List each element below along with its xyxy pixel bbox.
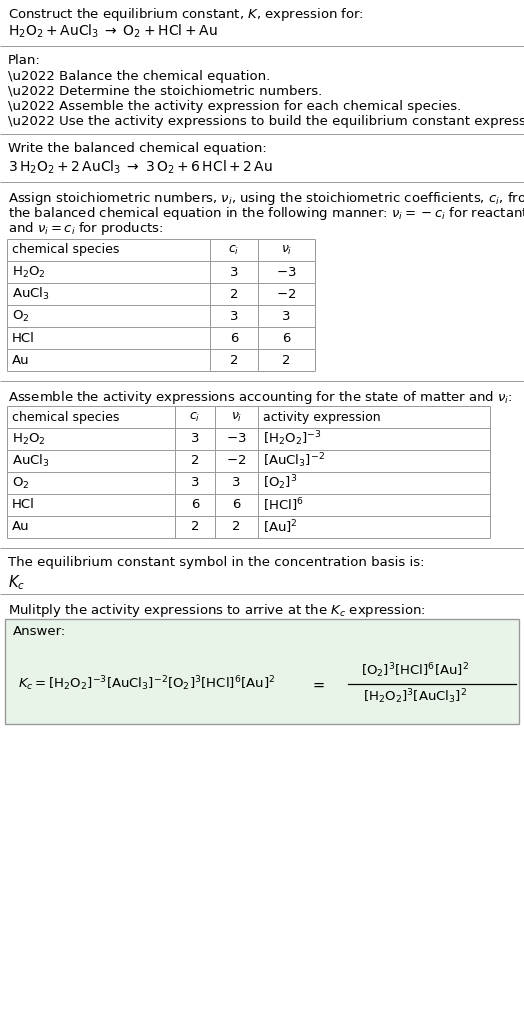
Text: $\mathrm{AuCl_3}$: $\mathrm{AuCl_3}$ — [12, 453, 50, 469]
Text: Construct the equilibrium constant, $K$, expression for:: Construct the equilibrium constant, $K$,… — [8, 6, 364, 23]
Text: Plan:: Plan: — [8, 54, 41, 67]
Text: $\mathrm{H_2O_2}$: $\mathrm{H_2O_2}$ — [12, 264, 46, 280]
Text: 2: 2 — [191, 454, 199, 468]
Text: $\mathrm{AuCl_3}$: $\mathrm{AuCl_3}$ — [12, 286, 50, 302]
Text: 3: 3 — [191, 477, 199, 489]
Text: 6: 6 — [282, 332, 291, 344]
Text: chemical species: chemical species — [12, 410, 119, 424]
Text: Answer:: Answer: — [13, 625, 66, 638]
Text: 3: 3 — [232, 477, 241, 489]
Text: $K_c = [\mathrm{H_2O_2}]^{-3}[\mathrm{AuCl_3}]^{-2}[\mathrm{O_2}]^{3}[\mathrm{HC: $K_c = [\mathrm{H_2O_2}]^{-3}[\mathrm{Au… — [18, 675, 275, 693]
Text: $[\mathrm{H_2O_2}]^{-3}$: $[\mathrm{H_2O_2}]^{-3}$ — [263, 430, 322, 448]
Text: Mulitply the activity expressions to arrive at the $K_c$ expression:: Mulitply the activity expressions to arr… — [8, 602, 426, 619]
Text: $\mathrm{O_2}$: $\mathrm{O_2}$ — [12, 308, 29, 324]
Text: Au: Au — [12, 353, 30, 367]
Text: 6: 6 — [232, 498, 241, 512]
Text: 2: 2 — [232, 521, 241, 534]
Text: 2: 2 — [230, 353, 238, 367]
Text: Au: Au — [12, 521, 30, 534]
Text: 2: 2 — [230, 288, 238, 300]
Text: 3: 3 — [191, 433, 199, 445]
Text: \u2022 Use the activity expressions to build the equilibrium constant expression: \u2022 Use the activity expressions to b… — [8, 115, 524, 128]
Text: HCl: HCl — [12, 498, 35, 512]
Text: $\mathrm{3\,H_2O_2 + 2\,AuCl_3 \;\rightarrow\; 3\,O_2 + 6\,HCl + 2\,Au}$: $\mathrm{3\,H_2O_2 + 2\,AuCl_3 \;\righta… — [8, 159, 273, 177]
Text: 3: 3 — [282, 309, 291, 323]
Text: $-2$: $-2$ — [276, 288, 297, 300]
Text: HCl: HCl — [12, 332, 35, 344]
Text: The equilibrium constant symbol in the concentration basis is:: The equilibrium constant symbol in the c… — [8, 556, 424, 569]
Text: $[\mathrm{Au}]^{2}$: $[\mathrm{Au}]^{2}$ — [263, 519, 298, 536]
Bar — [5, 619, 519, 724]
Text: \u2022 Balance the chemical equation.: \u2022 Balance the chemical equation. — [8, 70, 270, 83]
Text: \u2022 Determine the stoichiometric numbers.: \u2022 Determine the stoichiometric numb… — [8, 85, 322, 98]
Text: 6: 6 — [230, 332, 238, 344]
Text: Assign stoichiometric numbers, $\nu_i$, using the stoichiometric coefficients, $: Assign stoichiometric numbers, $\nu_i$, … — [8, 190, 524, 207]
Text: $[\mathrm{HCl}]^{6}$: $[\mathrm{HCl}]^{6}$ — [263, 496, 303, 514]
Text: $\nu_i$: $\nu_i$ — [281, 243, 292, 256]
Text: $\nu_i$: $\nu_i$ — [231, 410, 242, 424]
Text: 2: 2 — [282, 353, 291, 367]
Text: $K_c$: $K_c$ — [8, 573, 25, 592]
Text: $c_i$: $c_i$ — [189, 410, 201, 424]
Text: $-2$: $-2$ — [226, 454, 247, 468]
Text: and $\nu_i = c_i$ for products:: and $\nu_i = c_i$ for products: — [8, 220, 163, 237]
Text: 6: 6 — [191, 498, 199, 512]
Text: $-3$: $-3$ — [276, 265, 297, 279]
Text: $-3$: $-3$ — [226, 433, 247, 445]
Text: $=$: $=$ — [310, 677, 326, 691]
Text: $[\mathrm{H_2O_2}]^{3}[\mathrm{AuCl_3}]^{2}$: $[\mathrm{H_2O_2}]^{3}[\mathrm{AuCl_3}]^… — [363, 688, 467, 707]
Text: \u2022 Assemble the activity expression for each chemical species.: \u2022 Assemble the activity expression … — [8, 100, 461, 113]
Text: $[\mathrm{O_2}]^{3}[\mathrm{HCl}]^{6}[\mathrm{Au}]^{2}$: $[\mathrm{O_2}]^{3}[\mathrm{HCl}]^{6}[\m… — [361, 662, 469, 680]
Text: $c_i$: $c_i$ — [228, 243, 239, 256]
Text: chemical species: chemical species — [12, 243, 119, 256]
Text: 2: 2 — [191, 521, 199, 534]
Text: $\mathrm{H_2O_2}$: $\mathrm{H_2O_2}$ — [12, 432, 46, 446]
Text: Assemble the activity expressions accounting for the state of matter and $\nu_i$: Assemble the activity expressions accoun… — [8, 389, 512, 406]
Text: the balanced chemical equation in the following manner: $\nu_i = -c_i$ for react: the balanced chemical equation in the fo… — [8, 205, 524, 222]
Text: 3: 3 — [230, 309, 238, 323]
Text: Write the balanced chemical equation:: Write the balanced chemical equation: — [8, 142, 267, 155]
Text: $\mathrm{O_2}$: $\mathrm{O_2}$ — [12, 476, 29, 490]
Text: $[\mathrm{AuCl_3}]^{-2}$: $[\mathrm{AuCl_3}]^{-2}$ — [263, 451, 325, 471]
Text: $\mathrm{H_2O_2 + AuCl_3 \;\rightarrow\; O_2 + HCl + Au}$: $\mathrm{H_2O_2 + AuCl_3 \;\rightarrow\;… — [8, 23, 217, 41]
Text: $[\mathrm{O_2}]^{3}$: $[\mathrm{O_2}]^{3}$ — [263, 474, 298, 492]
Text: activity expression: activity expression — [263, 410, 380, 424]
Text: 3: 3 — [230, 265, 238, 279]
